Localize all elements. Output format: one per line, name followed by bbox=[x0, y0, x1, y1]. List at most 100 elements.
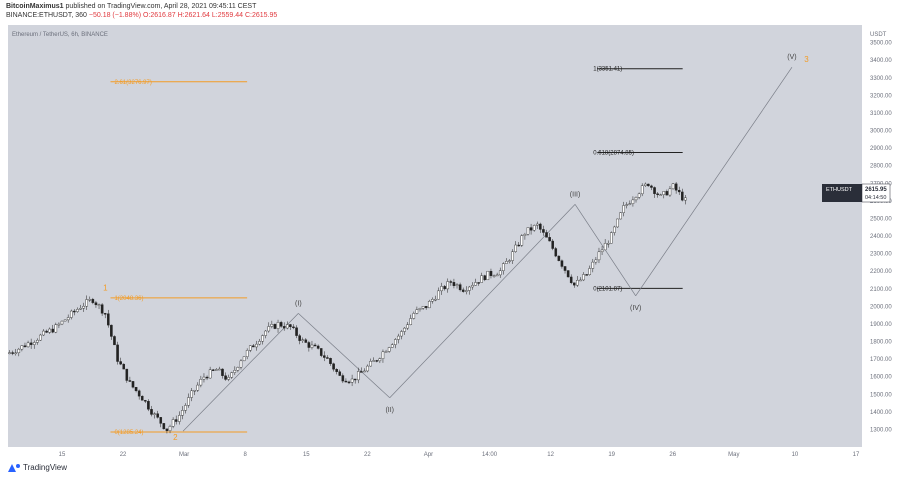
candle-body bbox=[566, 270, 570, 278]
candle bbox=[412, 311, 416, 320]
candle-body bbox=[532, 225, 536, 231]
fib-label: 1(2048.36) bbox=[114, 296, 143, 302]
candle bbox=[532, 224, 536, 232]
candle-body bbox=[489, 270, 493, 276]
candle-body bbox=[464, 290, 468, 292]
candle-body bbox=[20, 345, 24, 350]
footer-brand[interactable]: TradingView bbox=[23, 463, 68, 472]
candle-body bbox=[613, 226, 616, 233]
candle bbox=[495, 272, 499, 277]
candle-body bbox=[298, 335, 301, 341]
candle bbox=[659, 193, 662, 196]
candle bbox=[17, 347, 21, 357]
price-tick-label: 1900.00 bbox=[870, 322, 892, 328]
candle-body bbox=[452, 282, 456, 286]
candle-body bbox=[591, 261, 595, 269]
candle-body bbox=[255, 343, 258, 348]
candle bbox=[82, 302, 85, 312]
candle-body bbox=[144, 400, 147, 402]
candle-body bbox=[468, 286, 471, 291]
candle bbox=[140, 395, 144, 401]
price-tick-label: 1400.00 bbox=[870, 410, 892, 416]
candle-body bbox=[347, 381, 351, 384]
candle-body bbox=[147, 401, 150, 410]
last-price-symbol: ETHUSDT bbox=[826, 187, 853, 193]
time-tick-label: 10 bbox=[792, 452, 799, 458]
tradingview-logo-icon bbox=[8, 463, 20, 472]
candle-body bbox=[316, 345, 320, 349]
candle-body bbox=[242, 356, 246, 362]
candle-body bbox=[248, 345, 252, 351]
fib-label: 0(2101.87) bbox=[593, 286, 622, 292]
candle bbox=[205, 375, 209, 381]
candle bbox=[236, 366, 240, 373]
price-tick-label: 3200.00 bbox=[870, 93, 892, 99]
published-text: published on TradingView.com, April 28, … bbox=[65, 3, 257, 10]
wave-label: (II) bbox=[385, 407, 394, 414]
candle-body bbox=[295, 327, 298, 336]
candle-body bbox=[471, 285, 474, 288]
candle-body bbox=[671, 183, 675, 190]
wave-line bbox=[389, 204, 576, 399]
candle-body bbox=[637, 193, 641, 198]
candle bbox=[471, 282, 474, 290]
candle bbox=[628, 200, 632, 206]
candle-body bbox=[424, 306, 428, 309]
time-tick-label: 22 bbox=[364, 452, 371, 458]
candle-body bbox=[332, 363, 335, 370]
price-axis: 1300.00 1400.00 1500.00 1600.00 1700.00 1800.… bbox=[870, 41, 892, 434]
candle bbox=[643, 182, 647, 187]
candle-body bbox=[606, 243, 610, 245]
candle bbox=[258, 338, 261, 346]
candle-body bbox=[681, 191, 684, 201]
candle bbox=[248, 345, 252, 353]
candle-body bbox=[551, 240, 554, 249]
candle-body bbox=[174, 419, 178, 422]
candle-body bbox=[190, 390, 193, 398]
candle bbox=[218, 366, 221, 371]
candle bbox=[184, 403, 187, 414]
candle-body bbox=[353, 378, 357, 381]
time-tick-label: Apr bbox=[424, 452, 433, 458]
candle bbox=[421, 305, 425, 310]
candle bbox=[261, 334, 264, 345]
price-tick-label: 1700.00 bbox=[870, 357, 892, 363]
candle-body bbox=[236, 367, 240, 371]
candle bbox=[8, 350, 11, 355]
candle-body bbox=[140, 395, 144, 401]
candle bbox=[289, 323, 292, 330]
candle-body bbox=[394, 339, 397, 345]
orange-wave-label: 2 bbox=[173, 433, 178, 442]
candle-body bbox=[631, 199, 635, 204]
candle bbox=[85, 295, 88, 310]
candle-body bbox=[168, 426, 172, 431]
time-axis: 15 22 Mar 8 15 22 Apr 14:00 12 19 26 May 10 17 bbox=[59, 452, 860, 458]
candle-body bbox=[171, 419, 175, 427]
candle-body bbox=[492, 275, 496, 277]
candle bbox=[335, 368, 338, 375]
candle-body bbox=[267, 326, 271, 332]
candle-body bbox=[113, 336, 116, 346]
candle bbox=[279, 320, 283, 328]
candle-body bbox=[545, 232, 548, 238]
candle-body bbox=[69, 310, 73, 318]
price-tick-label: 2000.00 bbox=[870, 304, 892, 310]
candle-body bbox=[557, 255, 561, 261]
candle-body bbox=[94, 302, 98, 306]
candle bbox=[54, 322, 58, 334]
candle-body bbox=[554, 248, 558, 257]
candle bbox=[480, 272, 483, 283]
candle-body bbox=[301, 339, 304, 341]
candle-body bbox=[51, 328, 55, 333]
candle-body bbox=[107, 313, 110, 326]
candle-body bbox=[659, 194, 662, 196]
candle bbox=[110, 324, 113, 340]
candle bbox=[677, 186, 681, 195]
candle-body bbox=[576, 280, 579, 286]
candle bbox=[582, 272, 585, 282]
candle bbox=[51, 324, 55, 334]
candle-body bbox=[409, 318, 413, 325]
candle bbox=[650, 184, 653, 191]
candle-body bbox=[199, 379, 203, 386]
candle bbox=[332, 362, 335, 372]
